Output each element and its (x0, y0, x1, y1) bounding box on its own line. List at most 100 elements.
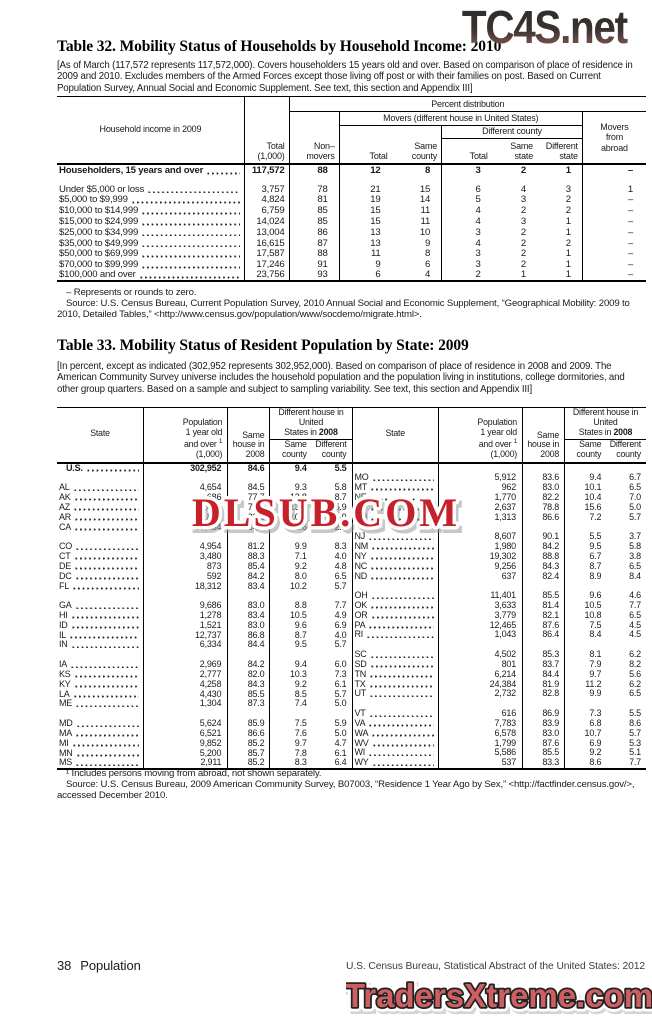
table-cell: 5.6 (629, 668, 641, 679)
table-cell: 16,615 (243, 237, 290, 249)
table-cell: 2,853 (143, 512, 228, 523)
table-cell: 8.3 (269, 758, 312, 768)
table-cell: 7.3 (564, 709, 607, 719)
dot-leader (370, 557, 434, 560)
table-cell (143, 590, 228, 601)
table32-title: Table 32. Mobility Status of Households … (57, 38, 502, 55)
col-header-different-county: Different county (609, 439, 641, 460)
table-cell: 10.4 (564, 492, 607, 503)
table-cell: 83.4 (227, 611, 270, 621)
table-row: ME 1,304 87.3 7.4 5.0 (57, 699, 352, 709)
row-label: SC (352, 650, 438, 660)
dot-leader (73, 586, 140, 590)
table-cell: 78.8 (521, 502, 565, 513)
table-cell: 10 (419, 226, 431, 238)
table-cell: 4.5 (629, 619, 641, 630)
table-cell (143, 708, 228, 719)
table-cell (564, 698, 607, 709)
dot-leader (142, 222, 240, 226)
table-cell: 36,454 (143, 522, 228, 532)
table-cell: 2 (520, 205, 526, 217)
dot-leader (74, 498, 140, 502)
table-cell: – (581, 227, 646, 238)
table-row: CT 3,480 88.3 7.1 4.0 (57, 552, 352, 562)
table-cell: 14,024 (243, 216, 290, 228)
table-row: PA 12,465 87.6 7.5 4.5 (352, 619, 646, 631)
table-cell: 17,587 (243, 248, 290, 260)
table-cell: 8 (391, 162, 442, 177)
table-cell: 81 (288, 194, 340, 206)
row-label (57, 650, 144, 660)
row-label: ME (57, 699, 144, 709)
table-cell: 6.5 (629, 482, 641, 493)
table33-title: Table 33. Mobility Status of Resident Po… (57, 337, 469, 354)
row-label: OR (352, 610, 438, 620)
table-cell: 4.0 (334, 629, 347, 640)
table-row: WA 6,578 83.0 10.7 5.7 (352, 728, 646, 739)
table-row: AR 2,853 82.6 10.6 5.9 (57, 512, 352, 523)
table-cell: 83.7 (521, 660, 565, 670)
row-label (57, 473, 144, 483)
row-label: DE (57, 561, 144, 571)
table-row: IL 12,737 86.8 8.7 4.0 (57, 629, 352, 641)
dot-leader (74, 675, 140, 678)
table-cell: 9,256 (437, 561, 523, 572)
col-header-total: Total (1,000) (243, 96, 290, 164)
table-cell (437, 462, 523, 473)
table-cell: 6.9 (334, 619, 347, 630)
table-row: MO 5,912 83.6 9.4 6.7 (352, 473, 646, 483)
table-row: OK 3,633 81.4 10.5 7.7 (352, 601, 646, 611)
table-cell: 2,911 (143, 758, 228, 768)
table-cell (521, 462, 565, 473)
row-label: CA (57, 522, 144, 532)
table-33: State Population 1 year old and over 1 (1,0… (57, 407, 646, 770)
table-cell: 8.5 (269, 689, 312, 700)
table-cell: 85.5 (227, 689, 270, 700)
table-row: WY 537 83.3 8.6 7.7 (352, 757, 646, 768)
watermark-bottom-inner: TradersXtreme.com (346, 977, 652, 1014)
table-row: WV 1,799 87.6 6.9 5.3 (352, 738, 646, 748)
table-cell: 85.3 (521, 650, 565, 660)
col-header-dc-total: Total (441, 138, 492, 164)
table-cell (437, 698, 523, 709)
col-header-state: State (385, 428, 405, 439)
table-cell: 5.9 (334, 501, 347, 512)
table-spacer-row (57, 590, 352, 601)
table-row: $50,000 to $69,999 17,587 88 11 8 3 2 1– (57, 248, 646, 260)
dot-leader (139, 276, 240, 280)
table-row: TX 24,384 81.9 11.2 6.2 (352, 679, 646, 690)
table33-left-header: State Population 1 year old and over 1 (1,0… (57, 407, 352, 463)
table-cell: 82.0 (227, 670, 270, 680)
page-footer-right: U.S. Census Bureau, Statistical Abstract… (346, 961, 645, 972)
table-cell: 1 (565, 269, 571, 281)
table-row: SD 801 83.7 7.9 8.2 (352, 660, 646, 670)
page-number: 38 (57, 958, 72, 973)
dot-leader (371, 488, 434, 492)
table-cell: 3 (520, 215, 526, 227)
dot-leader (371, 596, 434, 600)
table-cell: 10.7 (564, 728, 607, 739)
table-row: $5,000 to $9,999 4,824 81 19 14 5 3 2– (57, 194, 646, 206)
table-cell: 6.1 (334, 747, 347, 758)
dot-leader (372, 734, 434, 737)
col-header-different-county: Different county (315, 439, 347, 460)
col-header-different-house: Different house in United States in 2008 (269, 407, 352, 441)
table-cell: 84.5 (227, 483, 270, 493)
table-cell: 9.6 (564, 591, 607, 601)
table-cell: 81.2 (227, 542, 270, 552)
col-header-same-house: Same house in 2008 (521, 408, 565, 463)
table-cell: 6,578 (437, 728, 523, 739)
table32-note: [As of March (117,572 represents 117,572… (57, 60, 633, 94)
dot-leader (76, 753, 140, 757)
table-row: $70,000 to $99,999 17,246 91 9 6 3 2 1– (57, 259, 646, 271)
row-label: MS (57, 758, 144, 768)
row-label: CO (57, 542, 144, 552)
table-spacer-row (57, 177, 646, 184)
row-label (57, 709, 144, 719)
table-cell: 2 (565, 194, 571, 206)
table-spacer-row (352, 521, 646, 532)
table-cell: 7.9 (564, 660, 607, 670)
table-row: AL 4,654 84.5 9.3 5.8 (57, 483, 352, 493)
table-cell: 4 (441, 237, 492, 249)
table-cell: 8 (424, 248, 431, 260)
